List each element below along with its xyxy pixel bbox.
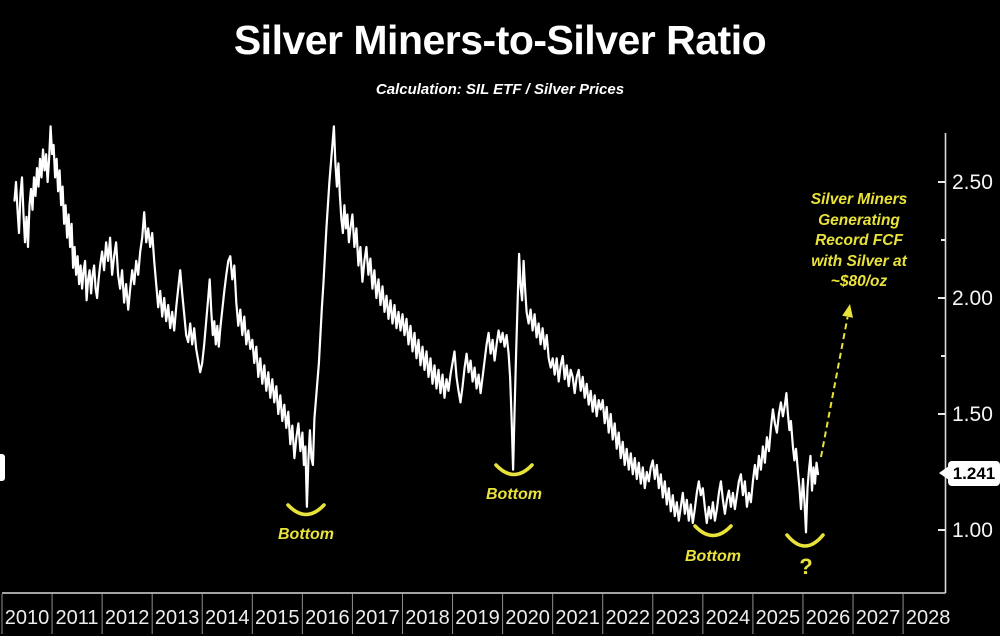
- year-tick-label: 2025: [756, 607, 801, 629]
- year-tick-label: 2010: [5, 607, 50, 629]
- fcf-dashed-arrow: [820, 316, 849, 458]
- y-tick-label: 2.50: [952, 171, 993, 194]
- year-tick-label: 2027: [856, 607, 901, 629]
- year-tick-label: 2012: [105, 607, 150, 629]
- fcf-arrowhead-icon: [842, 304, 853, 318]
- year-tick-label: 2015: [255, 607, 300, 629]
- chart-subtitle: Calculation: SIL ETF / Silver Prices: [375, 81, 625, 98]
- axes-layer: 2010 2011 2012 2013 2014 2015 2016 2017 2018 2019…: [1, 133, 993, 634]
- question-arc-2026: [785, 533, 825, 548]
- year-tick-label: 2013: [155, 607, 200, 629]
- bottom-label-2016: Bottom: [278, 526, 334, 543]
- fcf-annotation-line: with Silver at: [811, 252, 907, 270]
- year-tick-label: 2023: [656, 607, 701, 629]
- year-tick-label: 2020: [505, 607, 550, 629]
- year-tick-label: 2028: [906, 607, 951, 629]
- year-tick-label: 2016: [305, 607, 350, 629]
- bottom-label-2020: Bottom: [486, 486, 542, 503]
- year-tick-label: 2019: [455, 607, 500, 629]
- year-tick-label: 2021: [555, 607, 600, 629]
- year-tick-label: 2011: [56, 607, 99, 629]
- question-mark-label: ?: [799, 554, 812, 579]
- fcf-annotation-line: Silver Miners: [810, 191, 908, 208]
- y-tick-label: 1.50: [952, 403, 993, 426]
- y-tick-label: 2.00: [952, 287, 993, 310]
- year-tick-label: 2026: [806, 607, 851, 629]
- year-tick-label: 2014: [205, 607, 250, 629]
- fcf-annotation-line: Generating: [818, 211, 900, 229]
- bottom-arc-2020: [494, 463, 534, 477]
- bottom-label-2024: Bottom: [685, 548, 741, 565]
- fcf-annotation-line: Record FCF: [815, 232, 903, 249]
- year-tick-label: 2024: [706, 607, 751, 629]
- y-tick-label: 1.00: [952, 519, 993, 542]
- year-tick-label: 2022: [605, 607, 650, 629]
- page-title: Silver Miners-to-Silver Ratio: [233, 17, 767, 63]
- last-price-value: 1.241: [952, 463, 996, 483]
- series-layer: [13, 125, 820, 534]
- last-price-tag: 1.241: [948, 461, 1000, 486]
- last-price-tag-notch: [939, 466, 949, 480]
- ratio-line: [13, 125, 820, 534]
- fcf-annotation: Silver Miners Generating Record FCF with…: [789, 190, 929, 293]
- fcf-annotation-line: ~$80/oz: [830, 273, 888, 290]
- left-edge-partial-tag: [0, 454, 5, 481]
- annotation-layer: Bottom Bottom Bottom ?: [278, 304, 853, 579]
- year-tick-label: 2017: [355, 607, 400, 629]
- bottom-arc-2016: [286, 503, 326, 517]
- year-tick-label: 2018: [405, 607, 450, 629]
- bottom-arc-2024: [693, 524, 733, 538]
